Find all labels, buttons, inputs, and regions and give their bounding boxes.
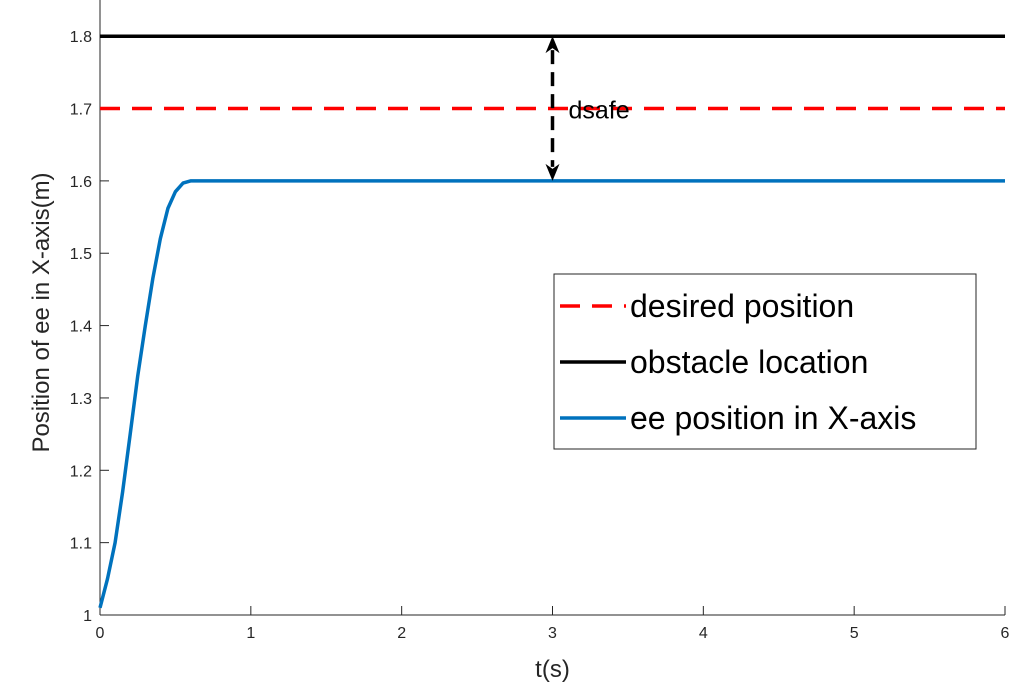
y-tick-label: 1.1	[70, 536, 92, 553]
x-tick-label: 1	[246, 625, 255, 642]
x-tick-label: 4	[699, 625, 708, 642]
annotation-label: dsafe	[569, 97, 630, 125]
y-tick-label: 1	[83, 608, 92, 625]
y-tick-label: 1.2	[70, 463, 92, 480]
legend-label: desired position	[630, 288, 854, 324]
x-axis-label: t(s)	[535, 656, 570, 683]
x-tick-label: 0	[96, 625, 105, 642]
y-tick-label: 1.8	[70, 29, 92, 46]
legend-label: ee position in X-axis	[630, 400, 916, 436]
arrow-head-up	[545, 36, 560, 54]
series-line-3	[98, 179, 1005, 609]
legend: desired position obstacle location ee posi…	[553, 273, 977, 450]
legend-label: obstacle location	[630, 344, 868, 380]
y-tick-label: 1.7	[70, 102, 92, 119]
x-tick-label: 6	[1001, 625, 1010, 642]
y-tick-label: 1.5	[70, 246, 92, 263]
axes: 0 1 2 3 4 5 611.11.21.31.41.51.61.71.8	[70, 0, 1010, 642]
y-tick-label: 1.6	[70, 174, 92, 191]
annotation-group: dsafe	[545, 36, 630, 181]
x-tick-label: 5	[850, 625, 859, 642]
y-tick-label: 1.4	[70, 319, 92, 336]
x-tick-label: 3	[548, 625, 557, 642]
y-tick-label: 1.3	[70, 391, 92, 408]
x-tick-label: 2	[397, 625, 406, 642]
y-axis-label: Position of ee in X-axis(m)	[28, 172, 55, 452]
arrow-head-down	[545, 163, 560, 181]
